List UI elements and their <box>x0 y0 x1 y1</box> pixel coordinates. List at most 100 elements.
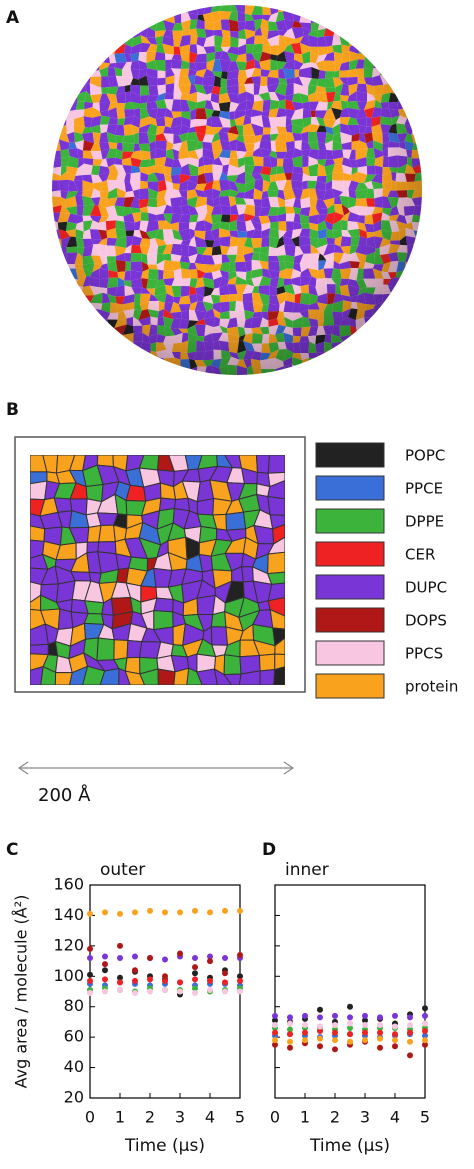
lipid-cell <box>92 316 101 329</box>
lipid-cell <box>59 276 71 286</box>
legend-swatch <box>315 541 385 567</box>
data-point <box>422 1032 428 1039</box>
lipid-cell <box>397 58 407 71</box>
lipid-cell <box>411 83 422 94</box>
lipid-cell <box>332 349 341 361</box>
data-point <box>177 979 183 986</box>
lipid-cell <box>415 109 422 117</box>
lipid-cell <box>380 39 392 46</box>
lipid-cell <box>113 639 129 661</box>
lipid-cell <box>52 99 60 112</box>
lipid-cell <box>397 52 407 63</box>
lipid-cell <box>325 357 335 368</box>
data-point <box>132 977 138 984</box>
data-point <box>347 1020 353 1027</box>
data-point <box>362 1021 368 1028</box>
data-point <box>317 1006 323 1013</box>
data-point <box>177 909 183 916</box>
panel-label: D <box>262 840 276 860</box>
lipid-cell <box>74 332 85 346</box>
lipid-cell <box>93 334 100 344</box>
lipid-cell <box>267 480 285 500</box>
y-tick-label: 20 <box>64 1088 84 1107</box>
data-point <box>177 950 183 957</box>
lipid-cell <box>52 5 60 14</box>
x-tick-label: 3 <box>175 1108 185 1127</box>
lipid-cell <box>414 67 422 80</box>
lipid-cell <box>398 333 407 346</box>
lipid-cell <box>90 366 101 375</box>
data-point <box>87 977 93 984</box>
lipid-cell <box>267 551 285 575</box>
lipid-cell <box>97 365 111 375</box>
lipid-cell <box>397 367 407 375</box>
lipid-cell <box>84 600 105 615</box>
lipid-cell <box>342 366 350 375</box>
lipid-cell <box>380 11 389 22</box>
lipid-cell <box>90 35 102 46</box>
chart-title: inner <box>285 860 329 880</box>
lipid-cell <box>123 341 134 354</box>
lipid-cell <box>141 5 150 14</box>
lipid-cell <box>272 627 285 647</box>
lipid-cell <box>267 582 285 602</box>
lipid-cell <box>54 671 73 685</box>
lipid-cell <box>90 43 99 52</box>
lipid-cell <box>390 37 400 46</box>
lipid-cell <box>357 27 367 39</box>
lipid-cell <box>66 78 75 86</box>
lipid-cell <box>52 300 61 312</box>
lipid-cell <box>69 31 75 39</box>
lipid-cell <box>388 367 399 375</box>
lipid-cell <box>389 308 398 321</box>
lipid-cell <box>132 21 140 29</box>
lipid-cell <box>83 44 92 53</box>
lipid-cell <box>415 318 422 327</box>
lipid-cell <box>347 5 359 16</box>
lipid-cell <box>347 366 360 375</box>
lipid-cell <box>76 292 83 303</box>
data-point <box>162 986 168 993</box>
lipid-cell <box>93 326 100 336</box>
lipid-cell <box>99 5 108 13</box>
x-tick-label: 4 <box>205 1108 215 1127</box>
lipid-cell <box>380 343 391 354</box>
data-point <box>207 977 213 984</box>
lipid-cell <box>396 27 408 38</box>
lipid-cell <box>30 480 48 501</box>
lipid-cell <box>371 352 381 358</box>
lipid-cell <box>318 5 328 12</box>
lipid-cell <box>52 119 61 128</box>
data-point <box>237 973 243 980</box>
legend-swatch <box>315 442 385 468</box>
legend-swatch <box>315 475 385 501</box>
lipid-cell <box>388 58 400 71</box>
data-point <box>272 1012 278 1019</box>
lipid-cell <box>107 5 118 14</box>
lipid-cell <box>366 327 375 334</box>
legend-label: DPPE <box>405 513 444 531</box>
lipid-cell <box>67 341 76 353</box>
lipid-cell <box>414 294 422 305</box>
legend-swatch <box>315 640 385 666</box>
lipid-cell <box>115 5 126 14</box>
lipid-cell <box>387 343 399 352</box>
lipid-cell <box>82 341 94 354</box>
lipid-cell <box>348 351 360 357</box>
lipid-cell <box>406 326 416 334</box>
lipid-cell <box>66 310 77 322</box>
lipid-cell <box>405 309 416 319</box>
lipid-cell <box>413 326 422 334</box>
lipid-cell <box>171 367 182 375</box>
lipid-cell <box>60 341 69 353</box>
lipid-cell <box>52 276 61 288</box>
lipid-cell <box>138 20 150 28</box>
lipid-cell <box>363 14 375 24</box>
data-point <box>192 976 198 983</box>
lipid-cell <box>123 11 135 22</box>
lipid-cell <box>414 5 422 15</box>
lipid-cell <box>415 311 422 321</box>
lipid-cell <box>413 333 422 343</box>
lipid-cell <box>68 302 77 311</box>
